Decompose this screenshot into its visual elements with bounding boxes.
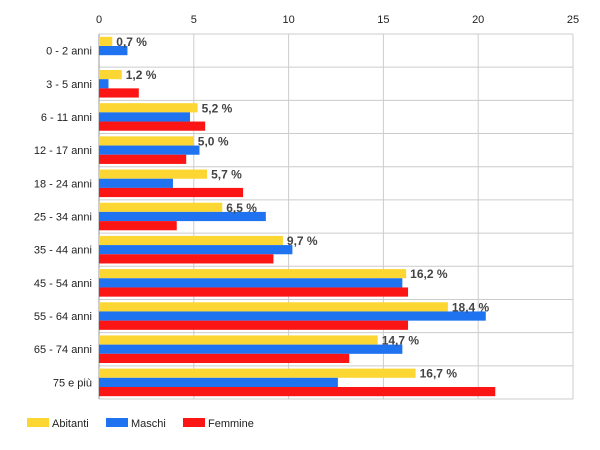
category-label: 6 - 11 anni	[41, 112, 92, 124]
x-axis-ticks: 0 5 10 15 20 25	[96, 14, 579, 26]
legend-swatch	[27, 418, 49, 427]
category-label: 25 - 34 anni	[34, 212, 92, 224]
bar-abitanti	[99, 368, 416, 378]
bar-femmine	[99, 287, 409, 297]
bar-abitanti	[99, 103, 198, 113]
bar-abitanti	[99, 136, 194, 146]
bar-maschi	[99, 178, 173, 188]
bar-maschi	[99, 311, 486, 321]
bar-femmine	[99, 386, 496, 397]
bar-femmine	[99, 221, 177, 231]
bar-abitanti	[99, 269, 407, 279]
legend-label: Femmine	[208, 418, 254, 430]
category-label: 45 - 54 anni	[34, 278, 92, 290]
bar-abitanti	[99, 202, 223, 212]
bar-abitanti	[99, 36, 113, 47]
legend-item-maschi[interactable]: Maschi	[106, 418, 166, 430]
data-label: 0,7 %	[116, 35, 147, 49]
data-label: 9,7 %	[287, 234, 318, 248]
bar-maschi	[99, 112, 191, 122]
x-tick-label: 15	[377, 14, 389, 26]
x-tick-label: 5	[191, 14, 197, 26]
gridlines	[98, 33, 574, 400]
category-label: 65 - 74 anni	[34, 344, 92, 356]
bar-abitanti	[99, 335, 378, 345]
legend-label: Abitanti	[52, 418, 89, 430]
bar-abitanti	[99, 235, 283, 246]
data-label: 1,2 %	[126, 68, 157, 82]
category-label: 18 - 24 anni	[34, 178, 92, 190]
bar-maschi	[99, 211, 266, 222]
category-label: 35 - 44 anni	[34, 245, 92, 257]
bar-femmine	[99, 353, 350, 364]
bars	[99, 36, 496, 397]
x-tick-label: 25	[567, 14, 579, 26]
bar-femmine	[99, 320, 409, 330]
data-label: 5,0 %	[198, 134, 229, 148]
bar-femmine	[99, 187, 244, 198]
legend-swatch	[183, 418, 205, 427]
legend-swatch	[106, 418, 128, 427]
data-labels: 0,7 % 1,2 % 5,2 % 5,0 % 5,7 % 6,5 % 9,7 % 16,2 …	[116, 35, 489, 381]
bar-abitanti	[99, 169, 208, 179]
category-label: 75 e più	[53, 377, 92, 389]
legend[interactable]: Abitanti Maschi Femmine	[27, 418, 254, 430]
data-label: 16,2 %	[410, 267, 448, 281]
bar-abitanti	[99, 302, 448, 312]
bar-maschi	[99, 245, 293, 255]
x-tick-label: 0	[96, 14, 102, 26]
bar-maschi	[99, 377, 338, 388]
data-label: 6,5 %	[226, 201, 257, 215]
category-label: 55 - 64 anni	[34, 311, 92, 323]
bar-femmine	[99, 88, 139, 98]
bar-maschi	[99, 79, 109, 89]
data-label: 5,2 %	[202, 101, 233, 115]
data-label: 14,7 %	[382, 334, 420, 348]
bar-femmine	[99, 154, 187, 164]
category-label: 3 - 5 anni	[46, 79, 92, 91]
bar-abitanti	[99, 69, 122, 80]
bar-maschi	[99, 45, 128, 56]
x-tick-label: 20	[472, 14, 484, 26]
legend-label: Maschi	[131, 418, 166, 430]
category-labels: 0 - 2 anni 3 - 5 anni 6 - 11 anni 12 - 17 a…	[34, 46, 92, 390]
legend-item-abitanti[interactable]: Abitanti	[27, 418, 89, 430]
data-label: 16,7 %	[420, 367, 458, 381]
category-label: 12 - 17 anni	[34, 145, 92, 157]
bar-maschi	[99, 145, 200, 155]
x-tick-label: 10	[282, 14, 294, 26]
bar-maschi	[99, 278, 403, 288]
category-label: 0 - 2 anni	[46, 46, 92, 58]
bar-maschi	[99, 344, 403, 354]
legend-item-femmine[interactable]: Femmine	[183, 418, 254, 430]
data-label: 18,4 %	[452, 300, 490, 314]
bar-femmine	[99, 121, 206, 131]
data-label: 5,7 %	[211, 168, 242, 182]
bar-femmine	[99, 254, 274, 264]
